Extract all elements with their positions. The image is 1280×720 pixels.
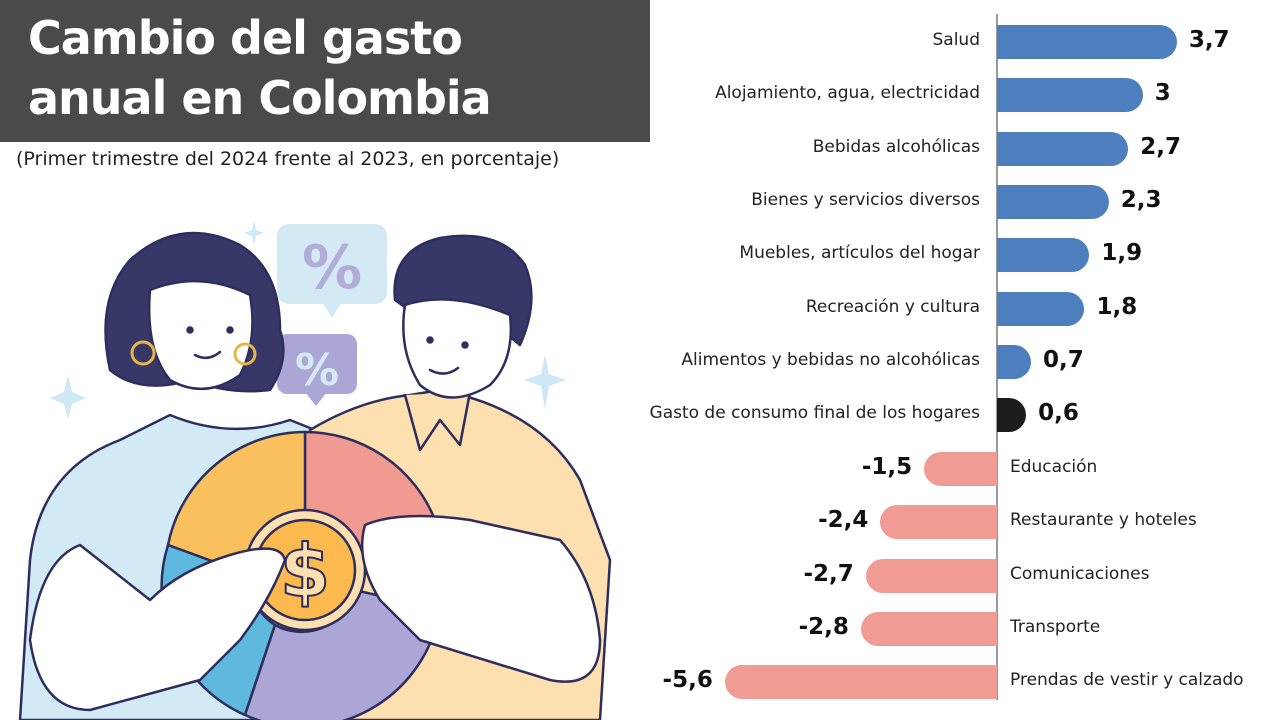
title-line-2: anual en Colombia: [28, 71, 492, 125]
category-label: Salud: [932, 30, 981, 50]
bar: [860, 611, 997, 646]
category-label: Gasto de consumo final de los hogares: [649, 403, 980, 424]
bar-row: Educación -1,5: [0, 451, 1280, 487]
value-label: 0,6: [1038, 400, 1079, 427]
bar-row: Bebidas alcohólicas 2,7: [0, 131, 1280, 167]
category-label: Transporte: [1010, 616, 1101, 637]
bar-row: Recreación y cultura 1,8: [0, 291, 1280, 327]
title-line-1: Cambio del gasto: [28, 11, 463, 65]
svg-text:%: %: [295, 345, 339, 396]
bar-row: Alojamiento, agua, electricidad 3: [0, 77, 1280, 113]
bar-row: Salud 3,7: [0, 24, 1280, 60]
value-label: -2,8: [798, 613, 849, 640]
svg-text:$: $: [280, 529, 330, 613]
svg-text:%: %: [302, 233, 362, 303]
bar-row: Bienes y servicios diversos 2,3: [0, 184, 1280, 220]
value-label: 0,7: [1043, 347, 1084, 374]
bar-row: Muebles, artículos del hogar 1,9: [0, 237, 1280, 273]
bar-row: Alimentos y bebidas no alcohólicas 0,7: [0, 344, 1280, 380]
bar-row: Transporte -2,8: [0, 611, 1280, 647]
category-label: Alimentos y bebidas no alcohólicas: [681, 350, 980, 371]
bar: [924, 451, 997, 486]
bar: [997, 78, 1143, 113]
value-label: -1,5: [861, 453, 913, 480]
category-label: Comunicaciones: [1010, 563, 1150, 584]
bar: [997, 398, 1027, 433]
people-donut-illustration: % %: [18, 220, 612, 720]
value-label: 2,7: [1140, 133, 1181, 160]
category-label: Recreación y cultura: [805, 296, 980, 317]
bar: [997, 131, 1129, 166]
category-label: Restaurante y hoteles: [1010, 510, 1197, 531]
value-label: 3: [1154, 80, 1171, 107]
category-label: Prendas de vestir y calzado: [1010, 670, 1244, 691]
bar: [997, 238, 1090, 273]
bar: [997, 185, 1109, 220]
bar: [865, 558, 997, 593]
value-label: 3,7: [1188, 27, 1230, 53]
category-label: Educación: [1010, 456, 1098, 477]
category-label: Alojamiento, agua, electricidad: [715, 83, 980, 104]
bar-row: Restaurante y hoteles -2,4: [0, 504, 1280, 540]
value-label: -2,4: [818, 507, 869, 534]
category-label: Bienes y servicios diversos: [751, 190, 980, 211]
chart-subtitle: (Primer trimestre del 2024 frente al 202…: [16, 148, 560, 170]
bar-row: Comunicaciones -2,7: [0, 558, 1280, 594]
value-label: 1,8: [1096, 293, 1138, 320]
chart-title: Cambio del gasto anual en Colombia: [28, 8, 492, 128]
title-banner: Cambio del gasto anual en Colombia: [0, 0, 650, 142]
bar: [724, 665, 997, 700]
bar: [880, 505, 997, 540]
bar-row: Gasto de consumo final de los hogares 0,6: [0, 397, 1280, 433]
sparkle-icon: [50, 375, 86, 420]
bar: [997, 345, 1032, 380]
percent-bubble-icon: %: [277, 334, 357, 406]
percent-bubble-icon: %: [277, 224, 387, 318]
value-label: 2,3: [1120, 187, 1162, 214]
category-label: Muebles, artículos del hogar: [739, 243, 980, 264]
value-label: -5,6: [662, 667, 713, 694]
bar: [997, 25, 1177, 59]
sparkle-icon: [524, 355, 566, 410]
dollar-coin-icon: $: [243, 508, 367, 632]
value-label: 1,9: [1101, 240, 1143, 267]
value-label: -2,7: [803, 560, 854, 587]
category-label: Bebidas alcohólicas: [812, 136, 980, 157]
bar: [997, 291, 1085, 326]
sparkle-icon: [244, 220, 264, 245]
bar-row: Prendas de vestir y calzado -5,6: [0, 664, 1280, 700]
